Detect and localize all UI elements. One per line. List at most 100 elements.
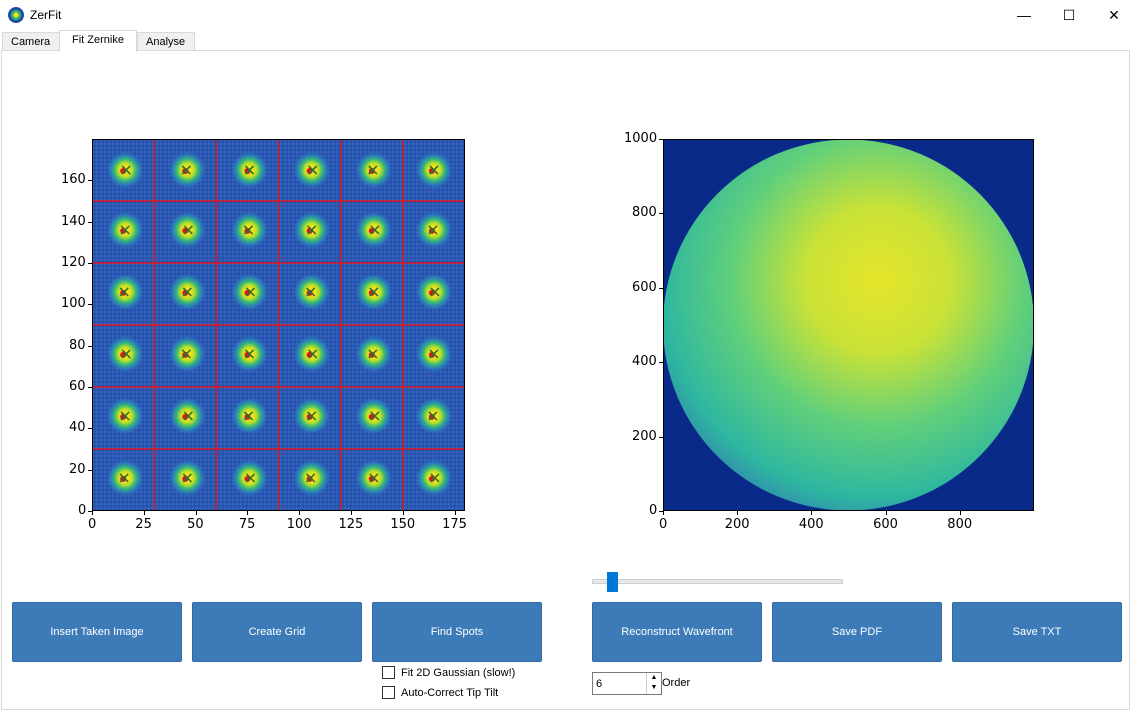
spot-reference-cross	[430, 287, 440, 297]
wavefront-disk	[663, 139, 1034, 511]
spot-x-tick-label: 100	[286, 517, 312, 532]
spot-reference-cross	[120, 411, 130, 421]
spot-x-tick-label: 150	[390, 517, 416, 532]
order-label: Order	[662, 677, 691, 689]
spot-y-tick-label: 80	[69, 337, 86, 353]
wf-x-tick	[663, 511, 664, 515]
spot-y-tick-label: 40	[69, 420, 86, 436]
spot-y-tick	[88, 469, 92, 471]
tab-analyse[interactable]: Analyse	[137, 32, 195, 51]
wf-y-tick-label: 1000	[624, 131, 658, 146]
tab-camera[interactable]: Camera	[2, 32, 60, 51]
spin-down-icon[interactable]: ▼	[650, 684, 658, 691]
spot-x-tick	[351, 511, 353, 515]
spot-x-tick-label: 75	[238, 517, 256, 532]
auto-correct-tip-tilt-checkbox[interactable]: Auto-Correct Tip Tilt	[382, 686, 498, 699]
spot-y-tick	[88, 511, 92, 512]
spot-reference-cross	[245, 287, 256, 297]
spot-reference-cross	[368, 165, 378, 175]
wavefront-plot	[663, 139, 1034, 511]
spot-x-tick	[402, 511, 404, 515]
spot-reference-cross	[183, 225, 193, 235]
spot-reference-cross	[181, 165, 191, 175]
spin-arrows[interactable]: ▲ ▼	[646, 673, 661, 694]
spot-reference-cross	[429, 349, 439, 359]
spot-y-tick-label: 140	[61, 213, 86, 229]
spot-reference-cross	[308, 349, 318, 359]
wf-y-tick	[659, 362, 663, 364]
spot-reference-cross	[243, 225, 254, 235]
reconstruct-wavefront-button[interactable]: Reconstruct Wavefront	[592, 602, 762, 662]
fit-gaussian-label: Fit 2D Gaussian (slow!)	[401, 666, 516, 679]
order-spinbox[interactable]: 6 ▲ ▼	[592, 672, 662, 695]
spot-reference-cross	[430, 473, 440, 483]
spot-reference-cross	[370, 225, 380, 235]
spot-x-tick	[247, 511, 249, 515]
wavefront-slider-track[interactable]	[592, 579, 843, 584]
spot-x-tick-label: 0	[88, 517, 97, 532]
window-title: ZerFit	[30, 8, 62, 22]
close-button[interactable]: ✕	[1108, 6, 1120, 23]
wf-x-tick	[811, 511, 813, 515]
spot-y-tick-label: 0	[78, 503, 87, 518]
wf-y-tick-label: 600	[632, 279, 657, 295]
spot-x-tick-label: 125	[338, 517, 364, 532]
spot-reference-cross	[368, 349, 378, 359]
spot-x-tick	[299, 511, 301, 515]
app-icon	[8, 7, 24, 23]
spot-y-tick-label: 160	[61, 172, 86, 188]
wf-y-tick-label: 400	[632, 354, 657, 370]
order-value[interactable]: 6	[596, 678, 603, 690]
find-spots-button[interactable]: Find Spots	[372, 602, 542, 662]
spot-y-tick	[88, 263, 92, 264]
wf-y-tick	[659, 213, 663, 215]
spot-x-tick-label: 25	[135, 517, 152, 532]
wf-x-tick-label: 800	[947, 517, 973, 532]
spot-x-tick-label: 175	[442, 517, 467, 532]
spot-reference-cross	[121, 349, 131, 359]
spot-reference-cross	[245, 473, 256, 483]
spot-reference-cross	[306, 473, 316, 483]
wf-x-tick-label: 600	[873, 517, 898, 532]
spot-y-tick-label: 100	[61, 296, 86, 312]
spot-reference-cross	[370, 411, 380, 421]
create-grid-button[interactable]: Create Grid	[192, 602, 362, 662]
auto-correct-label: Auto-Correct Tip Tilt	[401, 686, 499, 699]
spot-x-tick	[92, 511, 93, 515]
spot-reference-cross	[121, 165, 131, 175]
spot-image-plot	[92, 139, 465, 511]
spot-reference-cross	[307, 225, 317, 235]
save-txt-button[interactable]: Save TXT	[952, 602, 1122, 662]
spot-x-tick	[454, 511, 456, 515]
spot-y-tick	[88, 345, 92, 347]
wf-y-tick	[659, 139, 663, 140]
spot-reference-cross	[182, 287, 192, 297]
spot-y-tick	[88, 428, 92, 430]
spot-reference-cross	[183, 411, 193, 421]
tab-bar: Camera Fit Zernike Analyse	[0, 30, 1133, 52]
spot-reference-cross	[243, 411, 254, 421]
wf-y-tick-label: 800	[632, 205, 657, 221]
minimize-button[interactable]: —	[1017, 7, 1031, 23]
spot-y-tick-label: 120	[61, 255, 86, 270]
spot-reference-cross	[119, 473, 129, 483]
spot-reference-cross	[369, 287, 379, 297]
spin-up-icon[interactable]: ▲	[650, 674, 658, 681]
spot-reference-cross	[307, 411, 317, 421]
spot-reference-cross	[429, 165, 439, 175]
checkbox-box[interactable]	[382, 686, 395, 699]
tab-fit-zernike[interactable]: Fit Zernike	[59, 30, 137, 52]
wf-y-tick-label: 0	[649, 503, 658, 518]
wavefront-slider-handle[interactable]	[607, 572, 619, 592]
fit-gaussian-checkbox[interactable]: Fit 2D Gaussian (slow!)	[382, 666, 515, 679]
spot-y-tick	[88, 221, 92, 223]
wf-x-tick-label: 0	[659, 517, 668, 532]
maximize-button[interactable]: ☐	[1062, 6, 1076, 23]
wf-x-tick-label: 200	[724, 517, 750, 532]
save-pdf-button[interactable]: Save PDF	[772, 602, 942, 662]
checkbox-box[interactable]	[382, 666, 395, 679]
spot-y-tick	[88, 180, 92, 182]
insert-taken-image-button[interactable]: Insert Taken Image	[12, 602, 182, 662]
spot-reference-cross	[182, 473, 192, 483]
wf-y-tick-label: 200	[632, 428, 657, 444]
